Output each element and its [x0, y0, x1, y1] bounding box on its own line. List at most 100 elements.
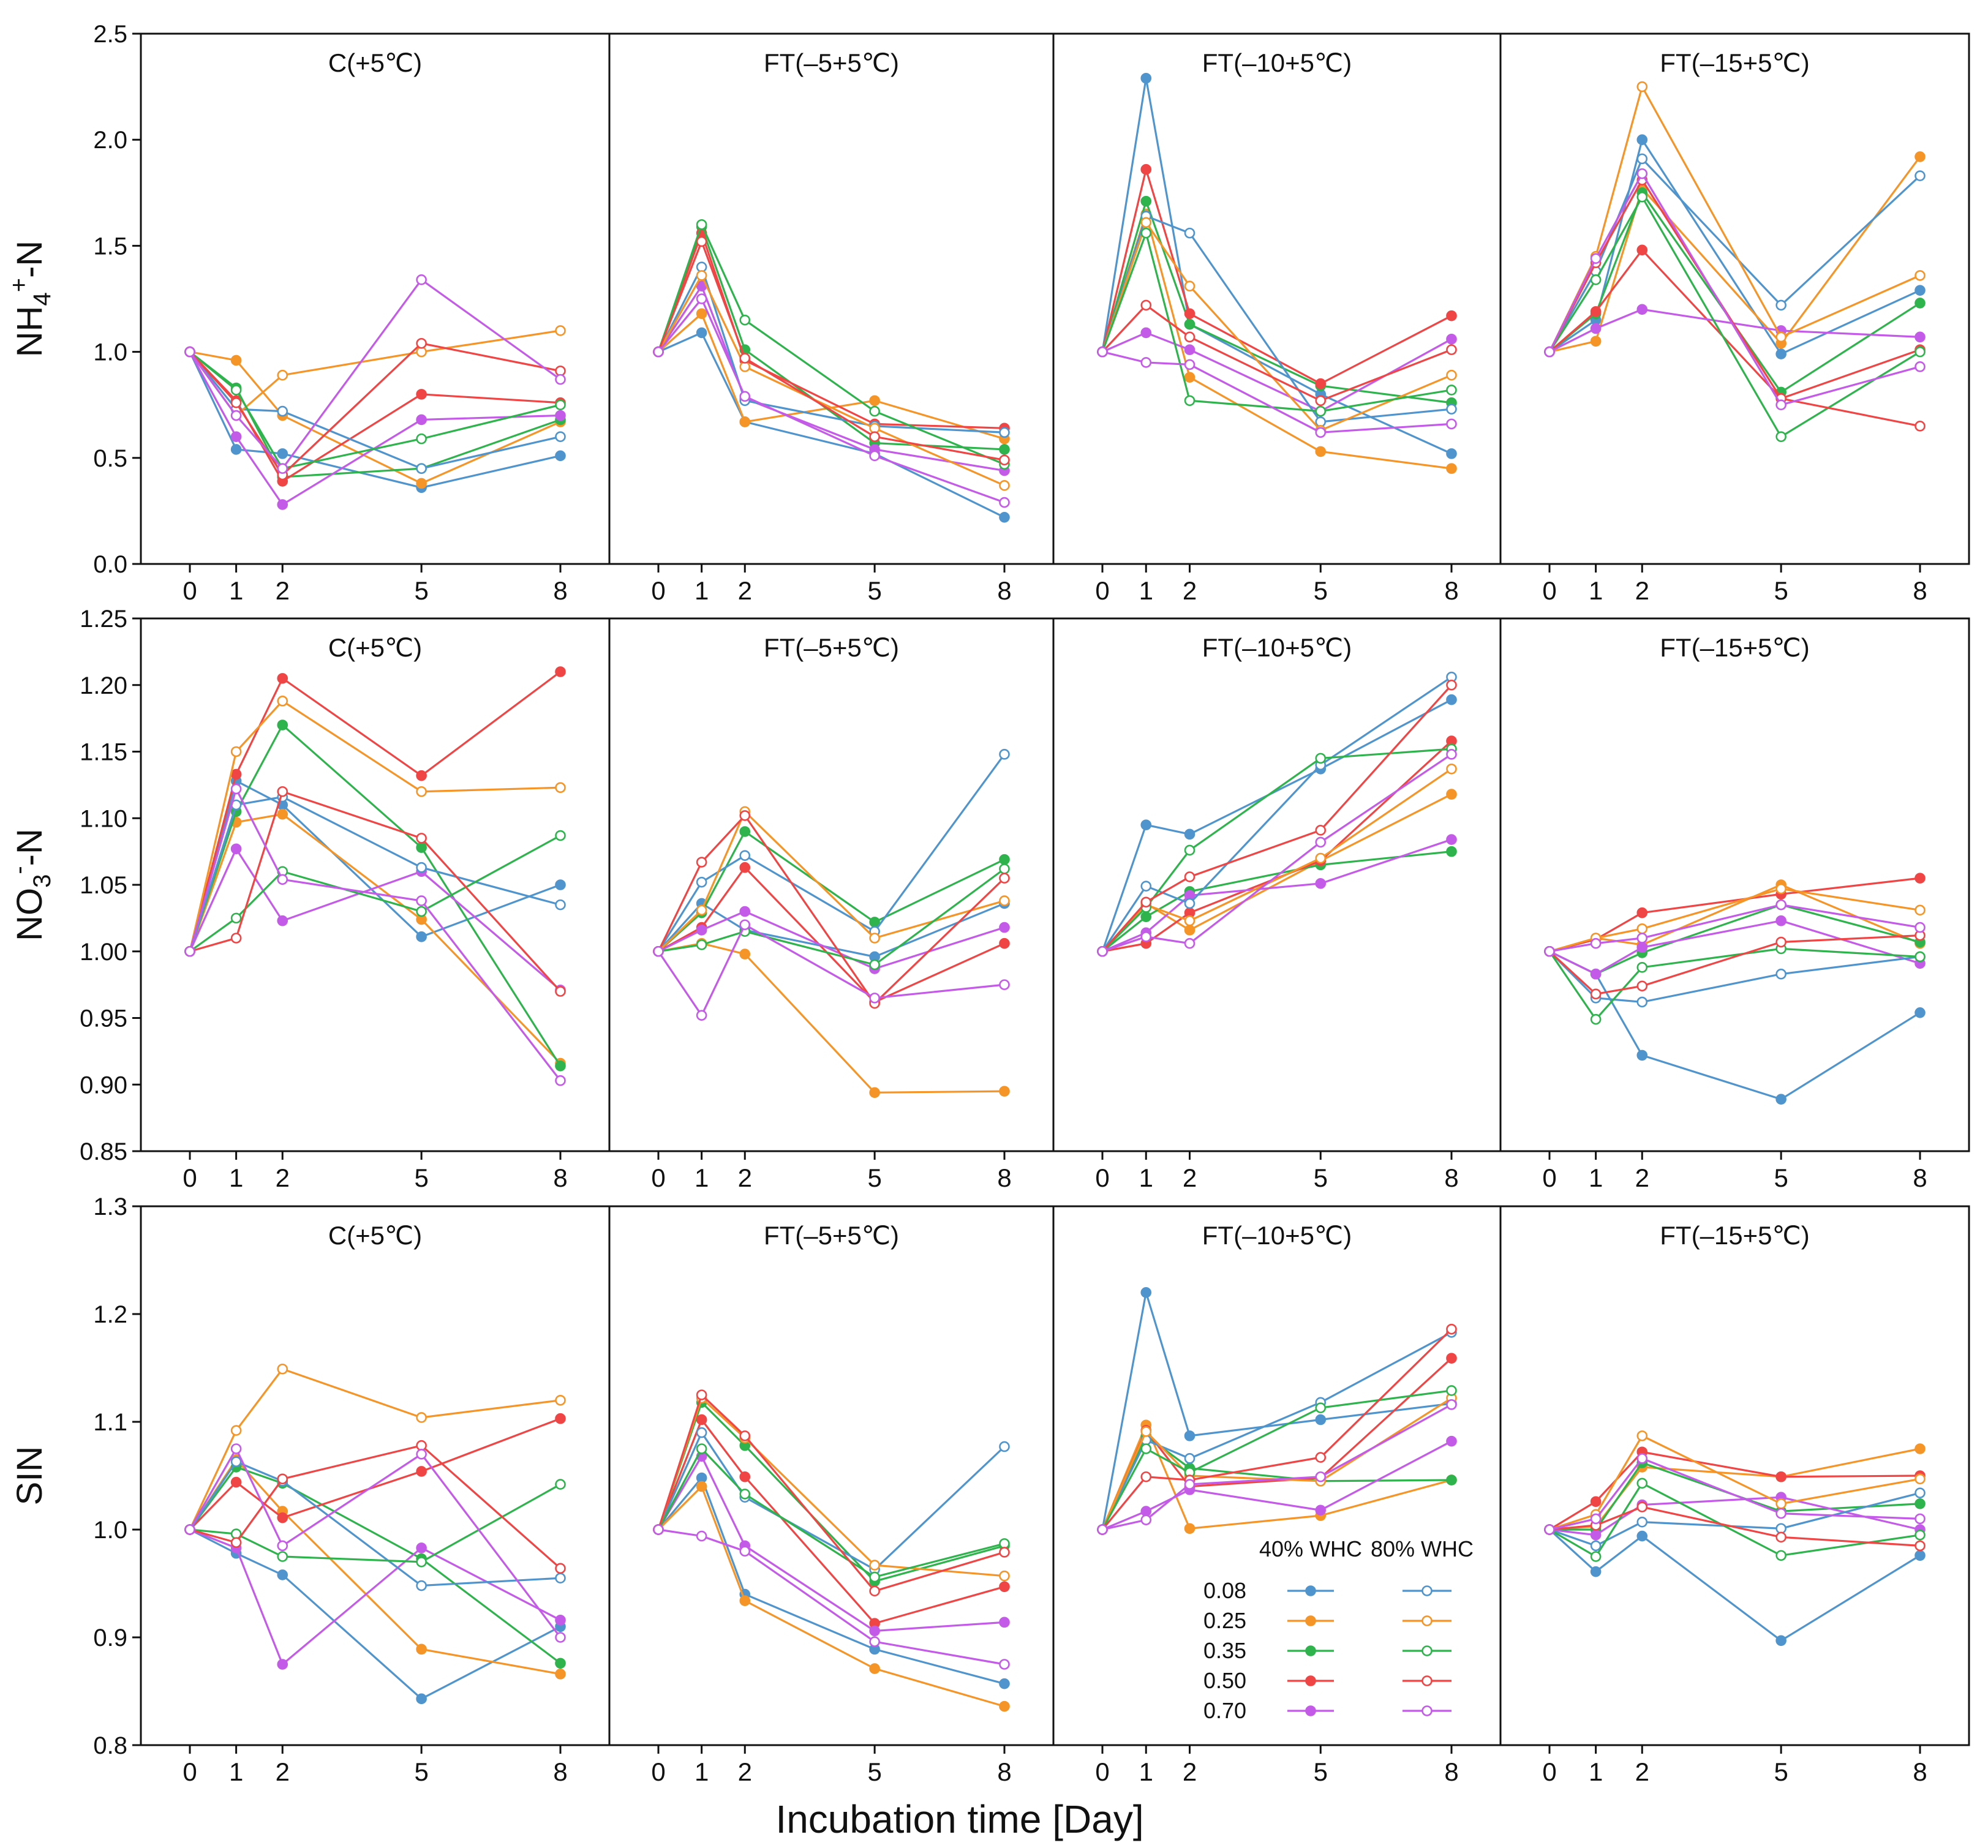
- x-tick-label: 1: [229, 576, 243, 605]
- series-line: [1101, 699, 1452, 952]
- data-point: [1915, 951, 1926, 963]
- data-point: [1315, 836, 1327, 848]
- data-point: [999, 1700, 1010, 1712]
- legend-marker-open: [1421, 1585, 1433, 1596]
- series-0.35-80whc: [1097, 227, 1457, 417]
- data-point: [1446, 448, 1457, 459]
- x-tick-label: 0: [1542, 1757, 1556, 1786]
- data-point: [1446, 763, 1457, 775]
- data-point: [1775, 1498, 1787, 1509]
- data-point: [416, 906, 427, 917]
- data-point: [1446, 694, 1457, 705]
- data-point: [1915, 1550, 1926, 1561]
- data-point: [1315, 852, 1327, 864]
- series-line: [1101, 198, 1452, 404]
- data-point: [1915, 904, 1926, 916]
- legend-marker-filled: [1305, 1705, 1316, 1716]
- series-line: [189, 1528, 561, 1700]
- x-tick-label: 0: [183, 1757, 197, 1786]
- series-line: [189, 1367, 561, 1530]
- x-tick-label: 0: [1542, 576, 1556, 605]
- data-point: [1184, 1453, 1195, 1464]
- data-point: [1446, 1399, 1457, 1410]
- data-point: [696, 925, 707, 936]
- data-point: [1636, 244, 1648, 256]
- data-point: [1446, 749, 1457, 760]
- data-point: [1915, 1473, 1926, 1485]
- series-line: [1101, 230, 1452, 413]
- data-point: [1140, 1506, 1152, 1517]
- data-point: [1590, 274, 1602, 285]
- data-point: [739, 948, 751, 960]
- data-point: [999, 427, 1010, 438]
- series-line: [1549, 920, 1921, 975]
- y-tick-label: 0.8: [93, 1732, 127, 1759]
- data-point: [1915, 285, 1926, 296]
- x-tick-label: 2: [276, 1757, 290, 1786]
- data-point: [1140, 1514, 1152, 1525]
- series-0.70-40whc: [653, 1451, 1010, 1637]
- data-point: [869, 1636, 880, 1647]
- data-point: [416, 1412, 427, 1423]
- y-tick-label: 2.0: [93, 127, 127, 154]
- series-0.70-80whc: [653, 1524, 1010, 1670]
- panel-3-3: FT(–10+5℃) 0 1 2 5 8: [1095, 1221, 1458, 1786]
- series-line: [189, 699, 561, 952]
- series-line: [1549, 877, 1921, 953]
- series-0.35-40whc: [1097, 1430, 1457, 1535]
- data-point: [1184, 898, 1195, 909]
- data-point: [696, 236, 707, 247]
- data-point: [999, 497, 1010, 508]
- series-0.08-80whc: [184, 791, 566, 957]
- data-point: [1315, 878, 1327, 889]
- data-point: [277, 448, 288, 459]
- data-point: [1184, 828, 1195, 840]
- data-point: [739, 850, 751, 861]
- data-point: [555, 1615, 566, 1626]
- series-0.08-80whc: [1097, 211, 1457, 427]
- data-point: [277, 808, 288, 820]
- series-line: [1101, 676, 1452, 952]
- data-point: [555, 830, 566, 841]
- x-tick-label: 1: [229, 1757, 243, 1786]
- data-point: [1140, 327, 1152, 339]
- y-tick-label: 0.95: [80, 1005, 127, 1032]
- series-line: [1102, 1403, 1452, 1531]
- data-point: [1590, 1566, 1602, 1577]
- data-point: [277, 1512, 288, 1523]
- series-0.70-80whc: [653, 919, 1010, 1021]
- data-point: [416, 433, 427, 445]
- data-point: [1775, 1094, 1787, 1105]
- series-0.08-40whc: [1097, 1287, 1457, 1535]
- data-point: [1184, 871, 1195, 882]
- data-point: [555, 1075, 566, 1086]
- data-point: [999, 454, 1010, 466]
- data-point: [1315, 1452, 1327, 1463]
- data-point: [999, 1659, 1010, 1670]
- data-point: [739, 862, 751, 873]
- x-tick-label: 0: [1095, 576, 1109, 605]
- legend-entry-0.50: 0.50: [1203, 1668, 1451, 1693]
- data-point: [555, 1658, 566, 1669]
- series-0.35-80whc: [1544, 191, 1926, 442]
- data-point: [555, 1061, 566, 1072]
- series-0.50-40whc: [184, 1413, 566, 1535]
- y-tick-label: 1.1: [93, 1409, 127, 1436]
- series-line: [189, 351, 561, 506]
- series-0.08-80whc: [184, 1456, 566, 1591]
- data-point: [653, 1524, 664, 1535]
- data-point: [1184, 915, 1195, 926]
- legend-marker-open: [1421, 1645, 1433, 1656]
- y-tick-label: 0.90: [80, 1072, 127, 1099]
- series-0.25-80whc: [653, 1392, 1010, 1582]
- x-tick-label: 0: [651, 1757, 665, 1786]
- data-point: [869, 933, 880, 944]
- series-line: [1548, 934, 1921, 996]
- data-point: [739, 810, 751, 821]
- data-point: [277, 1363, 288, 1375]
- data-point: [416, 842, 427, 853]
- data-point: [1636, 1453, 1648, 1464]
- data-point: [999, 511, 1010, 523]
- data-point: [696, 308, 707, 320]
- series-0.35-40whc: [1097, 195, 1457, 408]
